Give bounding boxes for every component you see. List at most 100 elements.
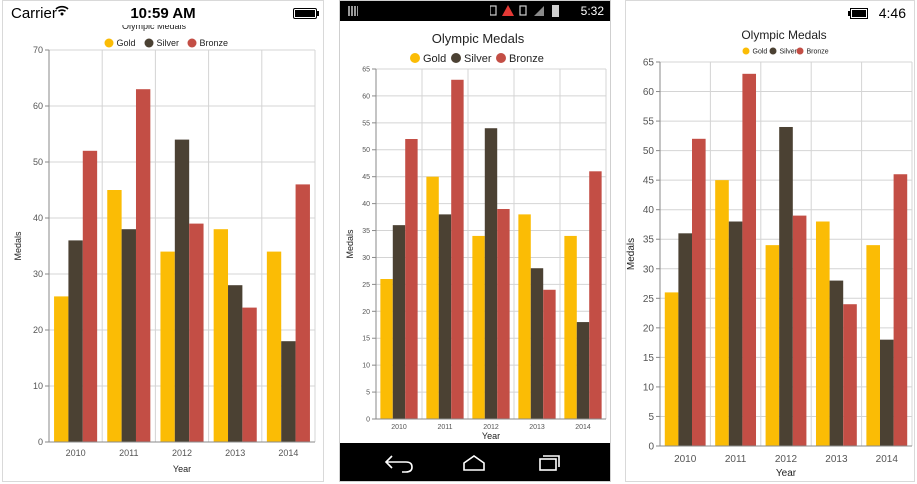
chart-android: Olympic Medals Gold Silver Bronze 0 5 10 15 20 25… [345, 31, 607, 441]
legend-marker-bronze [187, 38, 197, 48]
bar-gold-2013 [213, 229, 229, 442]
y-tick-label: 20 [643, 323, 655, 334]
bar-silver-2014 [879, 339, 894, 446]
y-tick-label: 40 [643, 205, 655, 216]
bar-gold-2014 [866, 245, 880, 446]
bar-bronze-2011 [451, 79, 464, 419]
bar-bronze-2010 [692, 138, 706, 447]
y-tick-label: 35 [643, 235, 655, 246]
y-tick-label: 45 [643, 176, 655, 187]
legend-marker-silver [451, 53, 461, 63]
legend-label-gold: Gold [423, 53, 446, 65]
y-tick-label: 0 [38, 437, 43, 447]
chart-title: Olympic Medals [122, 25, 187, 31]
android-status-bar: 5:32 [340, 1, 610, 21]
bar-gold-2011 [107, 190, 122, 442]
y-tick-label: 20 [33, 325, 43, 335]
legend-marker-silver [144, 38, 154, 48]
battery-icon [293, 8, 319, 19]
y-tick-label: 60 [643, 87, 655, 98]
y-axis-title: Medals [345, 229, 355, 259]
ios-status-bar: Carrier 10:59 AM [3, 1, 323, 25]
y-tick-label: 0 [366, 416, 370, 423]
bar-gold-2012 [765, 245, 780, 446]
bar-gold-2012 [472, 235, 485, 419]
ios-screen: Carrier 10:59 AM Olympic Medals Gold Silve… [2, 0, 324, 482]
bar-silver-2012 [779, 126, 793, 446]
bar-silver-2014 [281, 341, 296, 442]
y-tick-label: 70 [33, 45, 43, 55]
y-axis-title: Medals [13, 231, 23, 261]
bar-gold-2012 [160, 251, 175, 442]
y-tick-label: 15 [643, 353, 655, 364]
bar-bronze-2014 [589, 171, 602, 419]
legend-marker-silver [769, 47, 777, 55]
x-tick-label: 2014 [575, 424, 591, 431]
y-tick-label: 25 [362, 282, 370, 289]
recent-apps-icon[interactable] [539, 455, 560, 471]
y-tick-label: 40 [362, 201, 370, 208]
y-tick-label: 30 [362, 255, 370, 262]
legend-label-bronze: Bronze [200, 38, 229, 48]
x-axis-title: Year [776, 468, 797, 479]
x-tick-label: 2011 [119, 448, 138, 458]
bar-gold-2013 [815, 221, 830, 446]
x-axis-title: Year [482, 431, 500, 441]
bar-bronze-2012 [189, 223, 204, 442]
legend-label-silver: Silver [157, 38, 180, 48]
bar-bronze-2011 [135, 89, 151, 442]
bar-gold-2014 [564, 235, 577, 419]
legend-marker-bronze [796, 47, 804, 55]
y-tick-label: 50 [33, 157, 43, 167]
bar-bronze-2012 [497, 209, 510, 419]
y-tick-label: 5 [366, 390, 370, 397]
x-tick-label: 2014 [876, 454, 899, 465]
chart-title: Olympic Medals [432, 31, 525, 46]
bar-bronze-2013 [543, 289, 556, 419]
y-axis-title: Medals [626, 238, 637, 270]
bar-gold-2014 [266, 251, 282, 442]
y-tick-label: 65 [643, 58, 655, 69]
y-tick-label: 10 [643, 382, 655, 393]
battery-icon [848, 8, 868, 19]
y-tick-label: 15 [362, 336, 370, 343]
x-tick-label: 2012 [172, 448, 192, 458]
wp-status-bar: 4:46 [626, 1, 914, 25]
y-tick-label: 55 [362, 120, 370, 127]
y-tick-label: 45 [362, 174, 370, 181]
chart-ios: Olympic Medals Gold Silver Bronze 0 10 20 30 40 5… [13, 25, 316, 474]
bar-silver-2011 [728, 221, 743, 446]
legend-marker-gold [104, 38, 114, 48]
y-tick-label: 10 [362, 363, 370, 370]
x-tick-label: 2011 [437, 424, 452, 431]
bar-silver-2010 [392, 225, 406, 419]
bar-bronze-2014 [893, 174, 908, 446]
y-tick-label: 35 [362, 228, 370, 235]
legend-label-silver: Silver [780, 49, 798, 56]
bar-gold-2010 [54, 296, 69, 442]
bar-silver-2013 [228, 285, 243, 442]
bar-gold-2011 [426, 176, 439, 419]
back-icon[interactable] [384, 455, 413, 473]
bar-silver-2010 [678, 233, 693, 446]
wifi-icon [55, 5, 69, 19]
wp-screen: 4:46 Olympic Medals Gold Silver Bronze 0 5 10 1… [625, 0, 915, 482]
y-tick-label: 20 [362, 309, 370, 316]
bar-bronze-2010 [82, 150, 98, 443]
x-tick-label: 2012 [483, 424, 499, 431]
bar-gold-2011 [715, 180, 729, 446]
bar-silver-2014 [576, 322, 590, 419]
bar-bronze-2013 [843, 304, 857, 446]
bar-silver-2012 [174, 139, 190, 442]
y-tick-label: 30 [33, 269, 43, 279]
y-tick-label: 10 [33, 381, 43, 391]
bar-silver-2013 [829, 280, 844, 446]
android-screen: 5:32 Olympic Medals Gold Silver Bronze 0 5 10 1… [339, 0, 611, 482]
x-tick-label: 2013 [529, 424, 545, 431]
legend-label-bronze: Bronze [807, 49, 829, 56]
chart-wp: Olympic Medals Gold Silver Bronze 0 5 10 15 20 25… [626, 28, 913, 479]
legend-label-bronze: Bronze [509, 53, 544, 65]
sim-card-icon [348, 6, 358, 16]
wp-clock: 4:46 [878, 5, 906, 21]
home-icon[interactable] [463, 455, 485, 471]
